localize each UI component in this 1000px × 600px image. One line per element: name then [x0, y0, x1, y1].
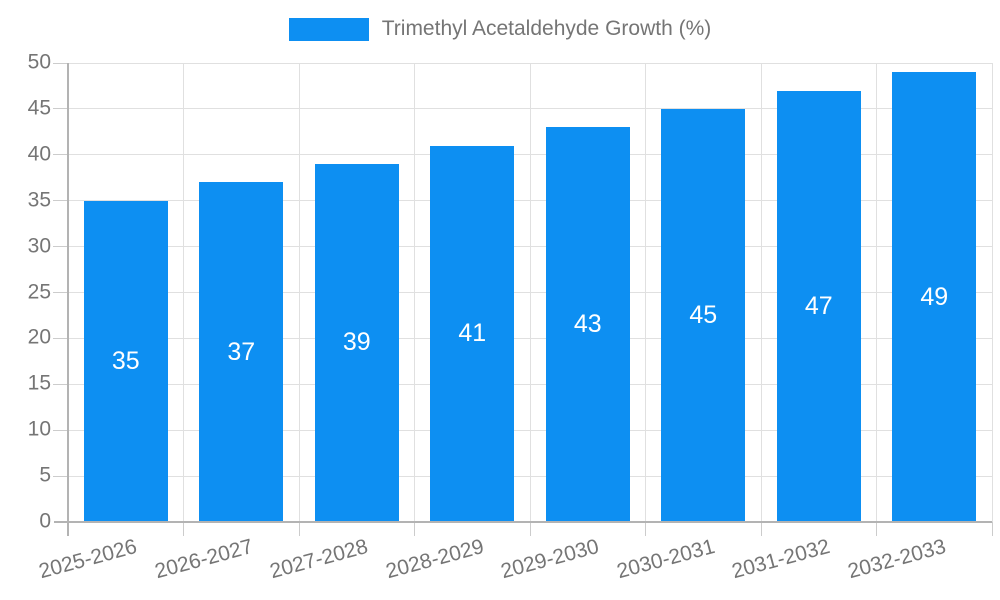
- y-tick-label: 45: [27, 96, 51, 120]
- y-tick: [53, 62, 68, 64]
- x-gridline: [991, 63, 993, 522]
- y-tick-label: 0: [39, 509, 51, 533]
- y-tick-label: 30: [27, 234, 51, 258]
- bar-value-label: 37: [227, 337, 256, 366]
- bar: 45: [661, 108, 746, 522]
- y-tick: [53, 154, 68, 156]
- x-gridline: [760, 63, 762, 522]
- plot-area: 0 5 10 15 20 25 30 35 40 45 50 35 2025-2026 37 2026-20…: [28, 51, 993, 583]
- x-tick: [760, 522, 762, 536]
- x-gridline: [645, 63, 646, 522]
- bar-value-label: 39: [342, 328, 371, 357]
- legend-swatch: [288, 17, 369, 41]
- x-tick-label: 2032-2033: [845, 535, 949, 584]
- legend-label: Trimethyl Acetaldehyde Growth (%): [381, 17, 712, 40]
- bar: 37: [199, 182, 284, 522]
- bar-value-label: 35: [111, 346, 140, 375]
- y-tick-label: 15: [27, 371, 51, 395]
- bar-value-label: 47: [804, 291, 833, 320]
- x-gridline: [183, 63, 184, 522]
- bar: 43: [545, 127, 630, 522]
- y-tick: [53, 383, 68, 385]
- x-tick: [876, 522, 877, 536]
- x-tick: [298, 522, 300, 536]
- x-gridline: [529, 63, 531, 522]
- x-tick-label: 2030-2031: [614, 535, 718, 584]
- bar-value-label: 43: [573, 310, 602, 339]
- x-tick-label: 2026-2027: [152, 535, 256, 584]
- bar: 41: [430, 145, 515, 522]
- y-tick-label: 50: [27, 50, 51, 74]
- y-tick-label: 10: [27, 417, 51, 441]
- y-tick-label: 20: [27, 325, 51, 349]
- y-tick: [53, 200, 68, 202]
- y-tick: [53, 475, 68, 477]
- bar: 49: [892, 72, 977, 522]
- y-tick-label: 25: [27, 280, 51, 304]
- x-tick-label: 2028-2029: [383, 535, 487, 584]
- y-tick: [53, 108, 68, 110]
- y-tick-label: 40: [27, 142, 51, 166]
- bar: 35: [83, 200, 168, 522]
- x-tick: [645, 522, 646, 536]
- y-axis-line: [67, 63, 69, 536]
- y-tick: [53, 292, 68, 293]
- bar: 47: [776, 90, 861, 522]
- x-tick: [414, 522, 415, 536]
- x-gridline: [876, 63, 877, 522]
- y-tick: [53, 246, 68, 248]
- y-tick-label: 5: [39, 463, 51, 487]
- legend-item[interactable]: Trimethyl Acetaldehyde Growth (%): [0, 17, 1000, 41]
- x-tick: [991, 522, 993, 536]
- y-tick: [53, 337, 68, 339]
- bar: 39: [314, 163, 399, 522]
- y-tick: [53, 429, 68, 431]
- x-tick-label: 2027-2028: [267, 535, 371, 584]
- x-tick: [183, 522, 184, 536]
- bar-value-label: 41: [458, 319, 487, 348]
- bar-value-label: 49: [920, 282, 949, 311]
- x-gridline: [298, 63, 300, 522]
- x-tick-label: 2031-2032: [729, 535, 833, 584]
- x-tick: [529, 522, 531, 536]
- x-gridline: [414, 63, 415, 522]
- y-tick-label: 35: [27, 188, 51, 212]
- x-axis-line: [54, 521, 992, 523]
- x-tick-label: 2025-2026: [36, 535, 140, 584]
- x-tick-label: 2029-2030: [498, 535, 602, 584]
- bar-value-label: 45: [689, 300, 718, 329]
